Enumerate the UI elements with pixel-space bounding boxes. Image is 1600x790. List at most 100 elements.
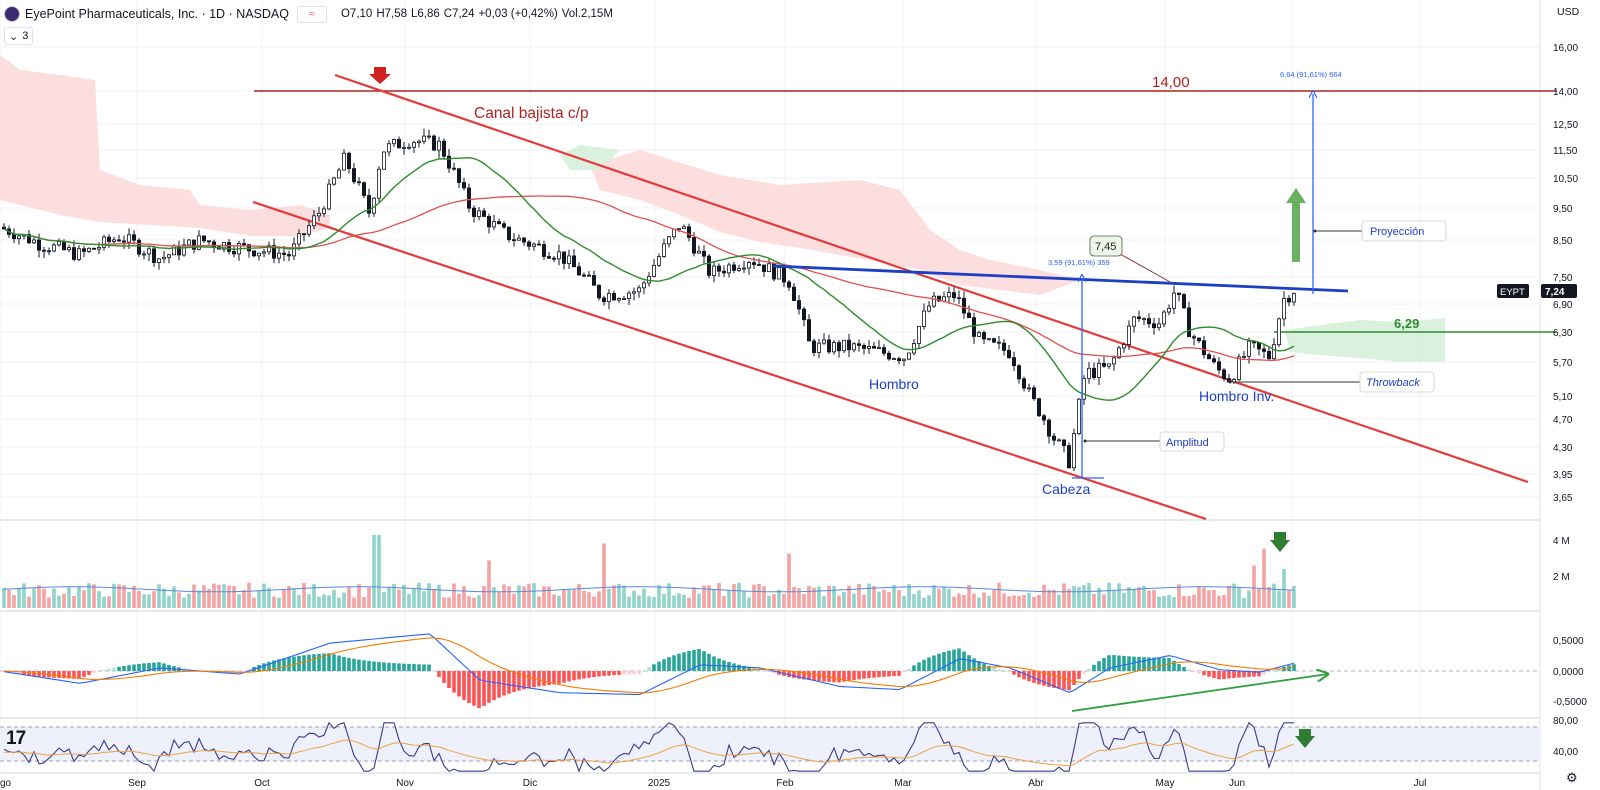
candle-body [52, 244, 57, 252]
macd-bar [632, 671, 636, 675]
price-tick: 10,50 [1553, 174, 1578, 185]
candle-body [82, 248, 87, 252]
macd-bar [682, 652, 686, 671]
candle-body [316, 213, 321, 217]
macd-bar [1222, 671, 1226, 679]
candle-body [1027, 387, 1032, 390]
volume-bar [502, 584, 506, 608]
time-tick: Sep [128, 778, 146, 789]
macd-bar [572, 671, 576, 681]
volume-bar [622, 585, 626, 608]
volume-bar [142, 594, 146, 608]
macd-bar [1037, 671, 1041, 685]
candle-body [117, 239, 122, 242]
volume-bar [1027, 593, 1031, 608]
time-tick: Abr [1028, 778, 1044, 789]
candle-body [401, 147, 406, 149]
candle-body [627, 292, 632, 299]
macd-bar [1147, 657, 1151, 671]
volume-bar [1232, 583, 1236, 608]
time-tick: Nov [396, 778, 414, 789]
volume-bar [1227, 585, 1231, 608]
volume-bar [1112, 590, 1116, 608]
macd-bar [567, 671, 571, 682]
candle-body [1287, 297, 1292, 303]
volume-bar [72, 596, 76, 608]
volume-bar [377, 534, 381, 608]
candle-body [697, 250, 702, 254]
candle-body [1207, 354, 1212, 360]
candle-body [692, 237, 697, 254]
indicator-tick: -0,5000 [1553, 697, 1587, 708]
macd-bar [1197, 671, 1201, 674]
volume-bar [782, 593, 786, 608]
macd-bar [457, 671, 461, 697]
macd-bar [17, 671, 21, 675]
macd-bar [1062, 671, 1066, 690]
candle-body [1192, 336, 1197, 339]
cloud-green [1285, 318, 1445, 362]
candle-body [47, 250, 52, 253]
price-tick: 5,70 [1553, 358, 1573, 369]
volume-bar [1167, 595, 1171, 608]
macd-bar [512, 671, 516, 693]
volume-bar [602, 543, 606, 608]
candle-body [842, 339, 847, 352]
candle-body [657, 256, 662, 266]
candle-body [1272, 344, 1277, 360]
volume-bar [387, 586, 391, 608]
close-value: C7,24 [443, 8, 475, 20]
price-scale[interactable]: 16,00 14,00 12,50 11,50 10,50 9,50 8,50 7,50 6,9… [1553, 43, 1587, 758]
macd-bar [277, 659, 281, 671]
open-value: O7,10 [340, 8, 373, 20]
candle-body [667, 236, 672, 245]
volume-bar [627, 596, 631, 608]
volume-bar [277, 597, 281, 608]
candle-body [907, 352, 912, 360]
volume-bar [407, 593, 411, 608]
compare-toggle-icon[interactable]: ≈ [296, 5, 327, 23]
macd-bar [552, 671, 556, 685]
macd-bar [447, 671, 451, 688]
settings-gear-icon[interactable]: ⚙ [1566, 770, 1578, 785]
chevron-down-icon: ⌄ [9, 30, 19, 43]
time-axis[interactable]: go Sep Oct Nov Dic 2025 Feb Mar Abr May Jun Jul [0, 778, 1426, 789]
volume-bar [107, 596, 111, 608]
candle-body [1032, 387, 1037, 400]
volume-bar [1172, 597, 1176, 608]
macd-bar [412, 664, 416, 671]
macd-bar [1102, 658, 1106, 671]
currency-label[interactable]: USD [1557, 6, 1580, 18]
volume-bar [1117, 583, 1121, 608]
candle-body [987, 338, 992, 341]
volume-bar [187, 593, 191, 608]
symbol-title[interactable]: EyePoint Pharmaceuticals, Inc. · 1D · NA… [25, 7, 289, 21]
macd-bar [917, 662, 921, 671]
macd-bar [997, 669, 1001, 671]
volume-bar [1142, 586, 1146, 608]
macd-bar [1202, 671, 1206, 676]
volume-bar [607, 588, 611, 608]
volume-bar [967, 584, 971, 608]
macd-bar [117, 666, 121, 671]
candle-body [857, 343, 862, 346]
arrow-up-icon [1286, 188, 1306, 262]
volume-bar [1107, 582, 1111, 608]
volume-bar [282, 588, 286, 608]
macd-bar [702, 651, 706, 671]
macd-bar [922, 659, 926, 671]
indicators-toggle[interactable]: ⌄ 3 [4, 27, 34, 45]
macd-bar [292, 656, 296, 671]
macd-bar [487, 671, 491, 703]
candle-body [522, 237, 527, 243]
macd-bar [977, 661, 981, 671]
candle-body [677, 228, 682, 230]
volume-bar [727, 590, 731, 608]
candle-body [201, 235, 206, 242]
volume-bar [587, 592, 591, 608]
volume-bar [982, 592, 986, 608]
volume-bar [1202, 587, 1206, 608]
macd-bar [327, 653, 331, 671]
candle-body [1087, 367, 1092, 379]
